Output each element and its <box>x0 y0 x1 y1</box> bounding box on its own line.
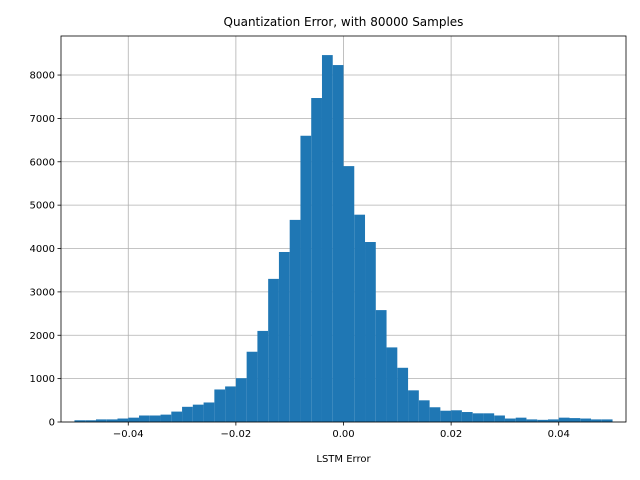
histogram-bar <box>74 420 86 422</box>
histogram-bar <box>268 278 279 422</box>
histogram-bar <box>192 404 204 422</box>
histogram-bar <box>429 407 441 422</box>
x-tick-label: 0.04 <box>548 429 570 440</box>
y-tick-label: 6000 <box>30 157 55 168</box>
histogram-bar <box>203 402 215 422</box>
histogram-bar <box>278 251 290 422</box>
histogram-bar <box>321 55 333 423</box>
histogram-bar <box>451 410 462 422</box>
histogram-bar <box>95 419 107 422</box>
histogram-bar <box>354 214 366 422</box>
x-tick-label: 0.00 <box>332 429 354 440</box>
histogram-bar <box>171 411 183 422</box>
axis-ticks: −0.04 −0.02 0.00 0.02 0.04 0 1000 2000 3000 4000 5… <box>30 71 570 440</box>
histogram-bar <box>311 98 322 422</box>
histogram-bar <box>472 413 484 422</box>
histogram-bar <box>246 351 258 422</box>
y-tick-label: 3000 <box>30 287 55 298</box>
histogram-bar <box>461 412 473 422</box>
histogram-bar <box>300 135 312 422</box>
histogram-bars <box>74 55 613 423</box>
histogram-bar <box>537 419 548 422</box>
histogram-bar <box>591 419 602 422</box>
histogram-bar <box>580 418 592 422</box>
histogram-bar <box>182 406 193 422</box>
histogram-bar <box>160 414 172 422</box>
histogram-bar <box>332 65 344 423</box>
histogram-bar <box>494 415 505 422</box>
histogram-bar <box>106 419 118 422</box>
histogram-bar <box>375 310 387 422</box>
histogram-bar <box>235 378 247 422</box>
histogram-bar <box>397 367 409 422</box>
histogram-bar <box>149 415 161 422</box>
histogram-bar <box>85 420 96 422</box>
histogram-bar <box>289 219 301 422</box>
histogram-bar <box>440 410 452 422</box>
histogram-bar <box>526 419 538 422</box>
x-tick-label: −0.02 <box>221 429 252 440</box>
histogram-bar <box>504 418 516 422</box>
chart-title: Quantization Error, with 80000 Samples <box>224 15 464 29</box>
histogram-bar <box>214 389 226 422</box>
y-tick-label: 1000 <box>30 374 55 385</box>
x-axis-label: LSTM Error <box>316 454 371 465</box>
y-tick-label: 8000 <box>30 71 55 82</box>
histogram-bar <box>418 400 430 422</box>
x-tick-label: −0.04 <box>113 429 144 440</box>
histogram-bar <box>558 417 570 422</box>
histogram-bar <box>139 415 150 422</box>
y-tick-label: 0 <box>49 418 55 429</box>
x-tick-label: 0.02 <box>440 429 462 440</box>
histogram-bar <box>483 413 495 422</box>
histogram-bar <box>343 166 355 422</box>
histogram-bar <box>225 386 236 422</box>
histogram-bar <box>257 330 269 422</box>
histogram-bar <box>547 419 559 422</box>
histogram-bar <box>515 417 527 422</box>
histogram-bar <box>569 418 581 422</box>
y-tick-label: 4000 <box>30 244 55 255</box>
histogram-bar <box>601 419 613 422</box>
y-tick-label: 5000 <box>30 201 55 212</box>
histogram-bar <box>117 418 129 422</box>
histogram-bar <box>408 390 419 422</box>
y-tick-label: 2000 <box>30 331 55 342</box>
histogram-bar <box>386 347 398 422</box>
histogram-bar <box>128 417 140 422</box>
y-tick-label: 7000 <box>30 114 55 125</box>
histogram-bar <box>365 242 376 422</box>
